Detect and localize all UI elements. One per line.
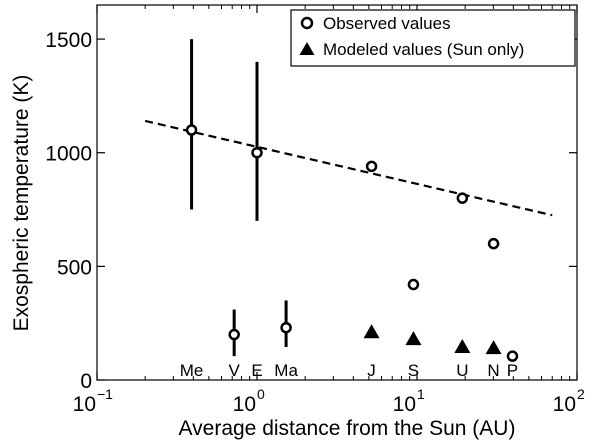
legend-modeled-marker (299, 42, 315, 55)
legend-observed-marker (300, 16, 314, 30)
legend: Observed values Modeled values (Sun only… (290, 9, 576, 67)
observed-point (280, 321, 292, 334)
observed-point (251, 146, 263, 159)
y-tick-label: 1000 (45, 143, 92, 166)
planet-label: Ma (274, 361, 298, 380)
planet-label: U (456, 361, 468, 380)
legend-box (290, 9, 576, 67)
x-tick-exponent: −1 (97, 386, 113, 402)
trend-line (144, 119, 553, 217)
planet-label: N (487, 361, 499, 380)
legend-modeled-label: Modeled values (Sun only) (323, 40, 524, 59)
modeled-point (363, 324, 380, 339)
observed-point (185, 124, 198, 136)
observed-point (228, 328, 240, 341)
planet-label: Me (180, 361, 204, 380)
x-tick-label: 10 (73, 393, 96, 416)
observed-point (365, 160, 378, 173)
x-tick-label: 10 (553, 393, 576, 416)
x-tick-exponent: 1 (417, 386, 425, 402)
planet-label: E (251, 361, 262, 380)
y-tick-label: 0 (80, 370, 92, 393)
modeled-point (405, 331, 422, 346)
y-axis-title: Exospheric temperature (K) (10, 75, 33, 332)
x-tick-exponent: 2 (577, 386, 585, 402)
x-axis-title: Average distance from the Sun (AU) (179, 417, 516, 440)
x-tick-exponent: 0 (257, 386, 265, 402)
observed-point (487, 237, 500, 250)
modeled-point (454, 339, 471, 354)
plot-frame (96, 4, 578, 381)
observed-point (506, 350, 519, 362)
x-tick-label: 10 (233, 393, 256, 416)
planet-label: P (507, 361, 518, 380)
planet-label: J (367, 361, 376, 380)
modeled-point (485, 340, 502, 355)
observed-point (407, 278, 420, 291)
observed-point (456, 192, 469, 204)
x-tick-label: 10 (393, 393, 416, 416)
planet-label: V (229, 361, 241, 380)
planet-label: S (408, 361, 419, 380)
y-tick-label: 500 (57, 256, 92, 279)
y-tick-label: 1500 (45, 29, 92, 52)
legend-observed-label: Observed values (323, 14, 451, 33)
